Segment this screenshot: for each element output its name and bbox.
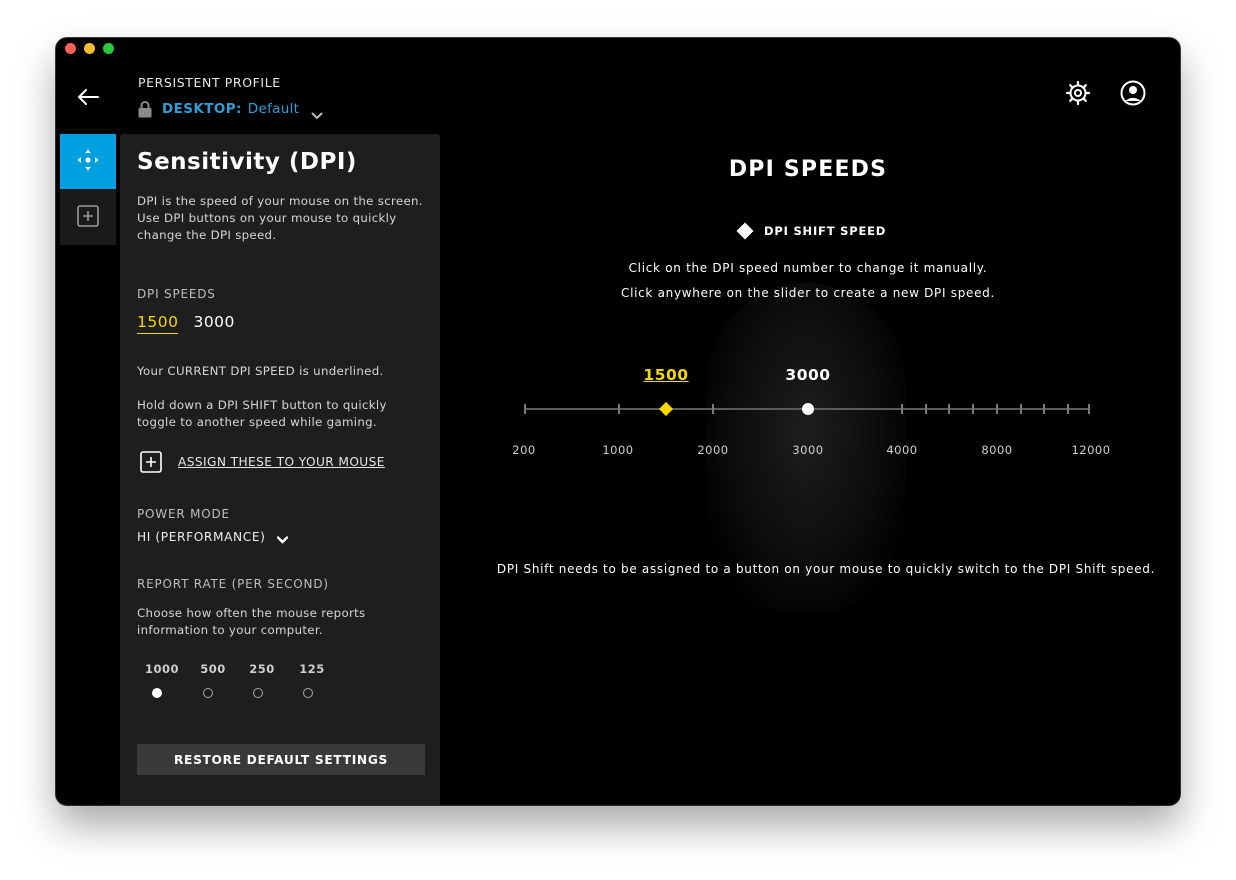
side-tabs [60,134,116,245]
dpi-slider[interactable] [524,398,1092,420]
current-dpi-note: Your CURRENT DPI SPEED is underlined. [137,364,384,378]
scale-label: 1000 [602,443,634,457]
window-minimize-button[interactable] [84,43,95,54]
dpi-shift-note: Hold down a DPI SHIFT button to quickly … [137,398,387,429]
dpi-marker-current[interactable]: 1500 [643,366,689,384]
pointer-move-icon [75,147,101,177]
dpi-marker[interactable]: 3000 [785,366,831,384]
instruction-manual: Click on the DPI speed number to change … [628,261,988,275]
dpi-shift-legend: DPI SHIFT SPEED [736,222,887,240]
slider-tick [618,404,620,414]
dpi-handle[interactable] [802,403,814,415]
scale-label: 8000 [981,443,1013,457]
dpi-speed-current[interactable]: 1500 [137,313,179,334]
profile-label: PERSISTENT PROFILE [138,75,281,90]
panel-title: Sensitivity (DPI) [137,149,357,175]
power-mode-label: POWER MODE [137,507,230,521]
report-rate-label: REPORT RATE (PER SECOND) [137,577,329,591]
power-mode-dropdown[interactable]: HI (PERFORMANCE) [137,530,288,544]
account-icon[interactable] [1120,80,1146,106]
plus-square-icon [76,204,100,232]
report-rate-radio-125[interactable] [303,688,313,698]
window-maximize-button[interactable] [103,43,114,54]
scale-label: 200 [512,443,536,457]
scale-label: 12000 [1071,443,1111,457]
profile-value: Default [247,101,300,117]
scale-label: 3000 [792,443,824,457]
tab-sensitivity[interactable] [60,134,116,189]
back-arrow-icon[interactable] [76,87,100,107]
slider-tick [948,404,950,414]
slider-tick [996,404,998,414]
chevron-down-icon [311,105,323,120]
mouse-silhouette [706,283,906,613]
tab-add[interactable] [60,190,116,245]
report-rate-radio-250[interactable] [253,688,263,698]
slider-tick [972,404,974,414]
dpi-speed-list: 1500 3000 [137,313,250,334]
slider-tick [901,404,903,414]
report-rate-option-label: 250 [249,662,275,676]
slider-tick [1020,404,1022,414]
report-rate-option-label: 500 [200,662,226,676]
slider-tick [925,404,927,414]
app-window: PERSISTENT PROFILE DESKTOP: Default [56,38,1180,805]
scale-label: 2000 [697,443,729,457]
dpi-speeds-label: DPI SPEEDS [137,287,216,301]
scale-label: 4000 [886,443,918,457]
chevron-down-icon [276,533,288,544]
main-title: DPI SPEEDS [728,157,888,182]
slider-tick [524,404,526,414]
report-rate-radio-500[interactable] [203,688,213,698]
slider-tick [712,404,714,414]
sensitivity-panel: Sensitivity (DPI) DPI is the speed of yo… [120,134,440,805]
plus-square-icon [140,451,162,473]
instruction-slider: Click anywhere on the slider to create a… [620,286,996,300]
panel-description: DPI is the speed of your mouse on the sc… [137,194,423,242]
slider-tick [1043,404,1045,414]
gear-icon[interactable] [1065,80,1091,106]
diamond-icon [736,222,754,240]
slider-tick [1088,404,1090,414]
power-mode-value: HI (PERFORMANCE) [137,530,266,544]
restore-defaults-button[interactable]: RESTORE DEFAULT SETTINGS [137,744,425,775]
lock-icon [138,100,152,118]
report-rate-radio-1000[interactable] [152,688,162,698]
dpi-shift-legend-label: DPI SHIFT SPEED [764,224,887,238]
window-close-button[interactable] [65,43,76,54]
assign-to-mouse-link[interactable]: ASSIGN THESE TO YOUR MOUSE [140,451,385,473]
profile-selector[interactable]: DESKTOP: Default [138,100,323,120]
dpi-speed-item[interactable]: 3000 [193,313,235,331]
report-rate-option-label: 125 [299,662,325,676]
dpi-handle-current[interactable] [658,401,674,417]
slider-tick [1067,404,1069,414]
dpi-shift-assign-note: DPI Shift needs to be assigned to a butt… [496,562,1156,576]
report-rate-description: Choose how often the mouse reports infor… [137,606,366,637]
report-rate-option-label: 1000 [144,662,179,676]
profile-key: DESKTOP: [162,101,242,117]
assign-label: ASSIGN THESE TO YOUR MOUSE [178,455,385,469]
